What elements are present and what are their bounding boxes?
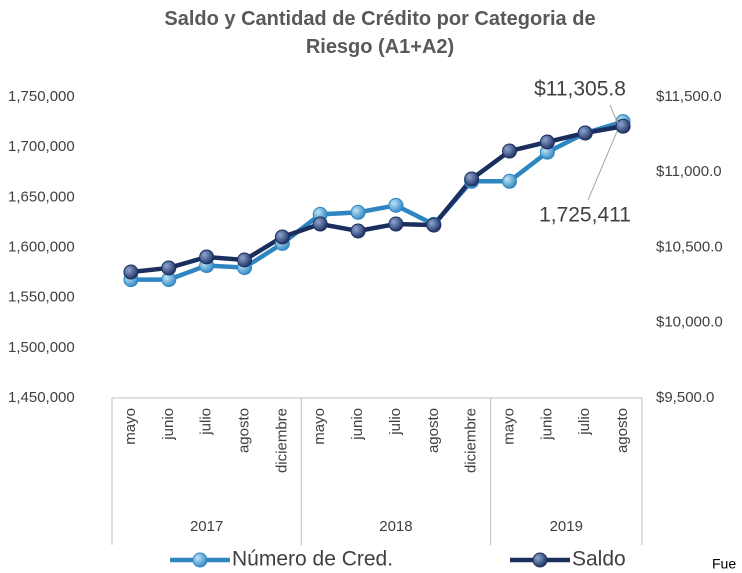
series-marker [426,217,442,233]
x-tick-label: diciembre [273,408,290,473]
y2-tick-label: $11,500.0 [656,88,722,105]
series-marker [350,204,366,220]
x-tick-label: junio [160,408,177,441]
series-marker [350,223,366,239]
x-tick-label: junio [538,408,555,441]
x-tick-label: julio [198,408,215,436]
x-tick-label: agosto [425,408,442,453]
series-marker [502,143,517,159]
x-tick-label: agosto [614,408,631,453]
y-tick-label: 1,750,000 [8,88,75,105]
y-tick-label: 1,500,000 [8,339,75,356]
leader-line [609,104,619,125]
y-tick-label: 1,700,000 [8,138,75,155]
x-tick-label: mayo [122,408,139,445]
series-marker [161,260,177,276]
source-note: Fue [712,556,736,572]
y-tick-label: 1,650,000 [8,188,75,205]
series-marker [237,252,252,268]
y2-tick-label: $9,500.0 [656,389,714,406]
series-marker [539,134,555,150]
legend-marker [192,552,208,568]
series-marker [274,229,290,245]
series-marker [464,171,480,187]
x-tick-label: julio [576,408,593,436]
data-label: $11,305.8 [534,78,626,101]
group-label: 2017 [190,518,223,535]
group-label: 2018 [379,518,412,535]
x-tick-label: mayo [500,408,517,445]
series-marker [312,216,328,232]
y2-tick-label: $11,000.0 [656,163,722,180]
data-label: 1,725,411 [539,204,631,227]
leader-line [587,126,620,201]
x-tick-label: mayo [311,408,328,445]
x-tick-label: junio [349,408,366,441]
series-marker [577,125,593,141]
x-tick-label: agosto [235,408,252,453]
series-marker [388,216,404,232]
chart-title: Saldo y Cantidad de Crédito por Categori… [164,8,595,58]
x-tick-label: julio [387,408,404,436]
y2-tick-label: $10,000.0 [656,314,723,331]
legend-label: Número de Cred. [232,548,393,571]
legend-label: Saldo [572,548,626,571]
series-marker [502,173,517,189]
series-marker [199,249,215,265]
series-marker [615,118,631,134]
y-tick-label: 1,600,000 [8,238,75,255]
y-tick-label: 1,450,000 [8,389,75,406]
group-label: 2019 [550,518,583,535]
legend-marker [532,552,548,568]
series-marker [388,197,404,213]
x-tick-label: diciembre [463,408,480,473]
series-marker [123,264,139,280]
y2-tick-label: $10,500.0 [656,238,723,255]
y-tick-label: 1,550,000 [8,289,75,306]
